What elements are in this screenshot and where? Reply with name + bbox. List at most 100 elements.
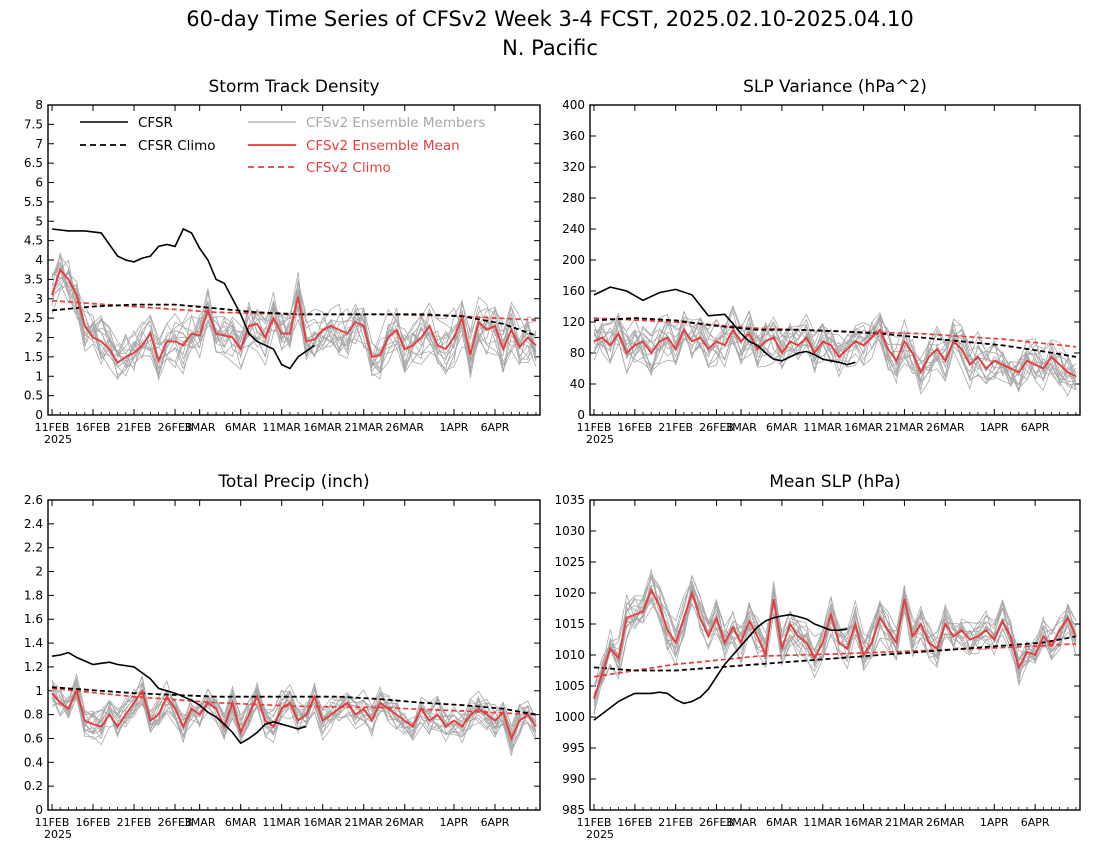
p2-x-tick-label: 6APR (481, 816, 510, 829)
p3-x-tick-label: 11MAR (803, 816, 842, 829)
p0-x-tick-label: 6MAR (225, 421, 257, 434)
p0-y-tick-label: 1.5 (24, 350, 43, 364)
p0-y-tick-label: 2.5 (24, 311, 43, 325)
p1-series-cfsv2-climo (593, 317, 1077, 348)
p1-y-tick-label: 120 (562, 315, 585, 329)
p1-y-tick-label: 320 (562, 160, 585, 174)
p1-x-tick-label: 16MAR (844, 421, 883, 434)
p3-y-tick-label: 995 (562, 741, 585, 755)
p2-ensemble-members (51, 672, 537, 756)
p0-y-tick-label: 4 (35, 253, 43, 267)
p3-series-ensemble-member (593, 591, 1077, 700)
p3-y-tick-label: 1000 (554, 710, 585, 724)
p2-year-label: 2025 (44, 828, 72, 841)
p0-x-tick-label: 21FEB (117, 421, 152, 434)
p0-y-tick-label: 2 (35, 331, 43, 345)
legend: CFSR CFSR Climo CFSv2 Ensemble Members C… (80, 115, 485, 176)
p0-series-cfsv2-ensemble-mean (51, 267, 537, 365)
p1-y-tick-label: 200 (562, 253, 585, 267)
p1-x-tick-label: 16FEB (617, 421, 652, 434)
p0-plot-frame (47, 104, 541, 416)
p0-y-tick-label: 0.5 (24, 389, 43, 403)
p2-y-tick-label: 2.4 (24, 517, 43, 531)
p2-y-tick-label: 1.8 (24, 588, 43, 602)
panel-mean-slp: Mean SLP (hPa) 985 990 995 1000 1005 1010 1015 1… (554, 472, 1081, 841)
p0-x-tick-label: 11MAR (262, 421, 301, 434)
p3-y-tick-label: 1035 (554, 493, 585, 507)
p0-x-tick-label: 16MAR (303, 421, 342, 434)
p1-x-tick-label: 6APR (1021, 421, 1050, 434)
p1-series-cfsv2-ensemble-mean (593, 327, 1077, 378)
p2-y-tick-label: 1.2 (24, 660, 43, 674)
p1-y-tick-label: 80 (570, 346, 585, 360)
p1-y-tick-label: 240 (562, 222, 585, 236)
p0-series-ensemble-member (51, 255, 537, 375)
legend-label-cfsv2-climo: CFSv2 Climo (306, 160, 391, 176)
p1-y-tick-label: 0 (577, 408, 585, 422)
p2-x-tick-label: 6MAR (225, 816, 257, 829)
p0-y-tick-label: 5.5 (24, 195, 43, 209)
p3-plot-frame (589, 499, 1081, 811)
p3-y-tick-label: 1020 (554, 586, 585, 600)
p2-series-cfsr-climo (51, 686, 537, 716)
p2-series-ensemble-member (51, 683, 537, 750)
p2-y-tick-label: 0.4 (24, 755, 43, 769)
p1-x-tick-label: 1APR (980, 421, 1009, 434)
p2-series-cfsv2-ensemble-mean (51, 688, 537, 742)
p0-y-tick-label: 5 (35, 214, 43, 228)
p0-x-tick-label: 16FEB (76, 421, 111, 434)
p3-series-cfsv2-climo (593, 642, 1077, 678)
p2-y-tick-label: 1.4 (24, 636, 43, 650)
p2-y-tick-label: 1 (35, 684, 43, 698)
figure-title: 60-day Time Series of CFSv2 Week 3-4 FCS… (186, 7, 914, 31)
p0-y-tick-label: 3 (35, 292, 43, 306)
p2-y-tick-label: 0 (35, 803, 43, 817)
p2-y-tick-label: 2.6 (24, 493, 43, 507)
p0-y-tick-label: 6.5 (24, 156, 43, 170)
p3-y-tick-label: 1015 (554, 617, 585, 631)
p3-y-tick-label: 1030 (554, 524, 585, 538)
p0-y-tick-label: 4.5 (24, 234, 43, 248)
p0-y-tick-label: 0 (35, 408, 43, 422)
p1-y-tick-label: 280 (562, 191, 585, 205)
p3-x-tick-label: 6MAR (766, 816, 798, 829)
p3-y-tick-label: 985 (562, 803, 585, 817)
panel-storm-track-density: Storm Track Density 0 0.5 1 1.5 2 2.5 3 3.5 4 4.5 5… (24, 77, 541, 446)
p0-x-tick-label: 1APR (440, 421, 469, 434)
p1-title: SLP Variance (hPa^2) (743, 77, 927, 97)
legend-label-members: CFSv2 Ensemble Members (306, 115, 485, 131)
p1-x-tick-label: 11FEB (577, 421, 612, 434)
p0-y-tick-label: 7.5 (24, 117, 43, 131)
p3-x-tick-label: 26FEB (699, 816, 734, 829)
p0-series-ensemble-member (51, 271, 537, 375)
p3-y-tick-label: 1005 (554, 679, 585, 693)
p0-y-tick-label: 3.5 (24, 272, 43, 286)
p2-y-tick-label: 2 (35, 565, 43, 579)
p0-x-tick-label: 6APR (481, 421, 510, 434)
p1-series-ensemble-member (593, 313, 1077, 389)
p1-y-tick-label: 360 (562, 129, 585, 143)
p3-series-ensemble-member (593, 574, 1077, 714)
p2-x-tick-label: 21FEB (117, 816, 152, 829)
p0-series-cfsr (51, 227, 315, 370)
p2-series-ensemble-member (51, 684, 537, 751)
p0-year-label: 2025 (44, 433, 72, 446)
p1-y-tick-label: 40 (570, 377, 585, 391)
p1-x-tick-label: 11MAR (803, 421, 842, 434)
p3-series-cfsr-climo (593, 635, 1077, 672)
p3-x-tick-label: 6APR (1021, 816, 1050, 829)
p1-series-cfsr-climo (593, 317, 1077, 358)
p1-x-tick-label: 26MAR (926, 421, 965, 434)
p3-x-tick-label: 16FEB (617, 816, 652, 829)
p3-title: Mean SLP (hPa) (769, 472, 901, 492)
p2-series-ensemble-member (51, 676, 537, 738)
p3-series-ensemble-member (593, 576, 1077, 712)
p0-y-tick-label: 1 (35, 369, 43, 383)
p2-title: Total Precip (inch) (217, 472, 369, 492)
p1-series-ensemble-member (593, 313, 1077, 387)
legend-label-cfsr-climo: CFSR Climo (138, 138, 216, 154)
p0-y-tick-label: 8 (35, 98, 43, 112)
p1-series-cfsr (593, 286, 856, 366)
p3-x-tick-label: 21FEB (658, 816, 693, 829)
